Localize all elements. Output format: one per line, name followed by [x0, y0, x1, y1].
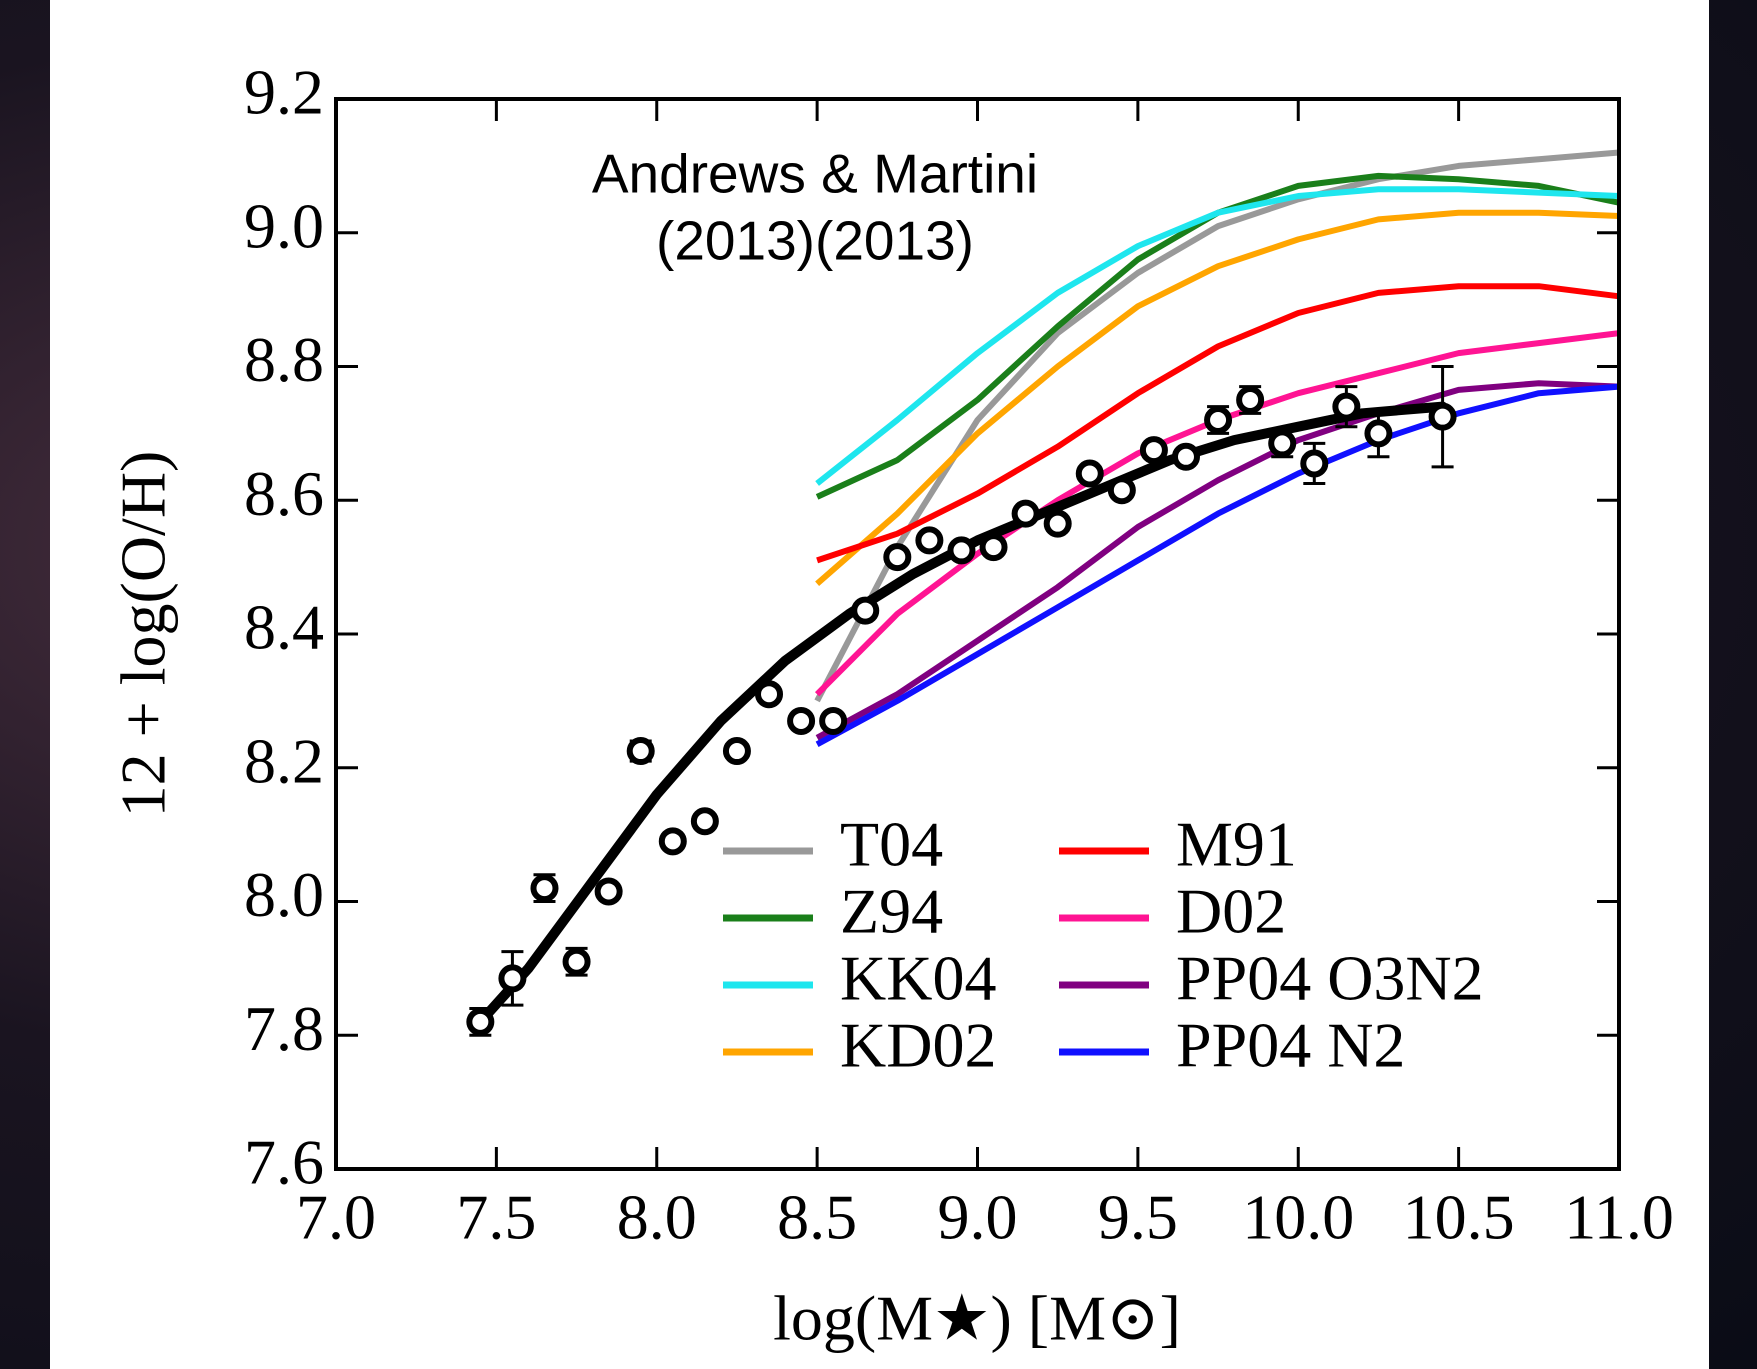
data-point — [915, 526, 944, 555]
data-point — [466, 1007, 495, 1036]
x-tick-label: 8.5 — [777, 1182, 857, 1253]
y-tick-label: 8.6 — [244, 458, 324, 529]
series-line — [816, 283, 1620, 564]
data-point — [498, 964, 527, 993]
legend-label: PP04 O3N2 — [1176, 943, 1484, 1014]
data-point — [1332, 392, 1361, 421]
data-point — [562, 947, 591, 976]
x-tick-label: 7.5 — [456, 1182, 536, 1253]
series-line — [815, 209, 1620, 587]
data-point — [1011, 499, 1040, 528]
data-point — [626, 737, 655, 766]
y-tick-label: 8.8 — [244, 324, 324, 395]
series-line — [815, 383, 1620, 747]
data-point — [690, 807, 719, 836]
y-tick-label: 7.6 — [244, 1127, 324, 1198]
data-point — [594, 877, 623, 906]
x-tick-label: 9.5 — [1098, 1182, 1178, 1253]
x-tick-label: 10.0 — [1242, 1182, 1354, 1253]
series-line — [815, 186, 1620, 486]
y-axis-label: 12 + log(O/H) — [108, 451, 179, 818]
data-point — [755, 680, 784, 709]
data-point — [947, 536, 976, 565]
y-tick-label: 9.0 — [244, 190, 324, 261]
y-tick-label: 8.2 — [244, 725, 324, 796]
annotation: Andrews & Martini — [592, 143, 1038, 205]
fit-line — [475, 401, 1448, 1027]
plot-frame — [334, 97, 1621, 1171]
data-point — [1171, 442, 1200, 471]
series-line — [815, 380, 1620, 741]
legend-label: D02 — [1176, 876, 1286, 947]
y-tick-label: 8.0 — [244, 859, 324, 930]
data-point — [722, 737, 751, 766]
data-point — [883, 543, 912, 572]
data-point — [1075, 459, 1104, 488]
x-tick-label: 8.0 — [617, 1182, 697, 1253]
data-point — [658, 827, 687, 856]
data-point — [979, 533, 1008, 562]
legend-label: Z94 — [840, 876, 943, 947]
data-point — [1428, 402, 1457, 431]
data-point — [530, 874, 559, 903]
legend-label: PP04 N2 — [1176, 1010, 1405, 1081]
y-tick-label: 9.2 — [244, 57, 324, 128]
x-tick-label: 11.0 — [1564, 1182, 1674, 1253]
annotation: (2013)(2013) — [656, 210, 974, 272]
data-point — [787, 706, 816, 735]
legend-label: KD02 — [840, 1010, 996, 1081]
data-point — [1139, 436, 1168, 465]
x-tick-label: 9.0 — [938, 1182, 1018, 1253]
x-axis-label: log(M★) [M⊙] — [773, 1283, 1181, 1354]
data-point — [819, 706, 848, 735]
data-point — [851, 596, 880, 625]
data-point — [1043, 509, 1072, 538]
data-point — [1204, 406, 1233, 434]
legend-label: M91 — [1176, 809, 1297, 880]
data-point — [1236, 385, 1265, 414]
legend-label: T04 — [840, 809, 943, 880]
x-tick-label: 10.5 — [1403, 1182, 1515, 1253]
data-point — [1268, 429, 1297, 458]
legend-label: KK04 — [840, 943, 996, 1014]
y-tick-label: 7.8 — [244, 993, 324, 1064]
y-tick-label: 8.4 — [244, 592, 324, 663]
data-point — [1300, 449, 1329, 478]
x-tick-label: 7.0 — [296, 1182, 376, 1253]
data-point — [1107, 476, 1136, 505]
panel — [50, 0, 1709, 1369]
data-point — [1364, 419, 1393, 448]
